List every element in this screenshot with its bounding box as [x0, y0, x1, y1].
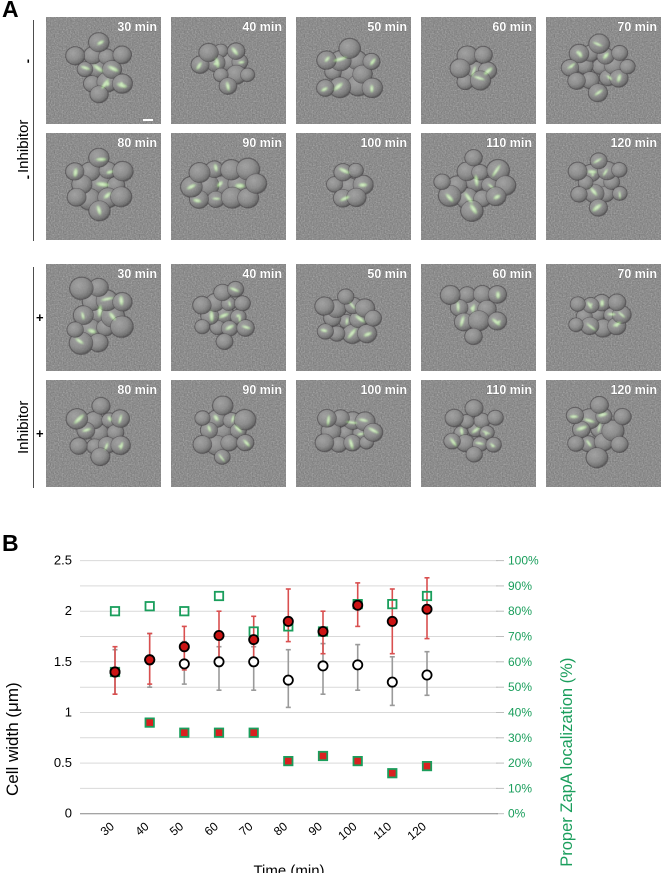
svg-text:10%: 10% [508, 781, 532, 795]
svg-text:100 min: 100 min [360, 383, 407, 397]
svg-text:110 min: 110 min [486, 383, 532, 397]
svg-text:40: 40 [132, 819, 151, 839]
svg-text:Cell width (μm): Cell width (μm) [3, 682, 22, 796]
svg-text:70: 70 [236, 819, 255, 839]
svg-text:80 min: 80 min [117, 383, 157, 397]
svg-text:30 min: 30 min [117, 20, 157, 34]
svg-text:110: 110 [371, 819, 395, 842]
svg-text:80 min: 80 min [117, 136, 157, 150]
svg-text:70 min: 70 min [617, 20, 657, 34]
svg-text:100: 100 [335, 819, 360, 843]
svg-text:80%: 80% [508, 604, 532, 618]
svg-text:1: 1 [65, 705, 72, 720]
svg-text:90%: 90% [508, 579, 532, 593]
svg-text:30%: 30% [508, 731, 532, 745]
svg-text:50 min: 50 min [367, 20, 407, 34]
svg-text:60: 60 [202, 819, 221, 839]
svg-text:80: 80 [271, 819, 290, 839]
svg-text:60 min: 60 min [492, 20, 532, 34]
svg-text:60%: 60% [508, 655, 532, 669]
svg-text:0.5: 0.5 [54, 755, 72, 770]
svg-text:Proper ZapA localization (%): Proper ZapA localization (%) [558, 658, 576, 867]
svg-text:1.5: 1.5 [54, 654, 72, 669]
svg-text:90: 90 [306, 819, 325, 839]
svg-text:50: 50 [167, 819, 186, 839]
svg-text:2: 2 [65, 603, 72, 618]
svg-text:90 min: 90 min [242, 136, 282, 150]
svg-text:70%: 70% [508, 630, 532, 644]
svg-text:30 min: 30 min [117, 267, 157, 281]
svg-text:40 min: 40 min [242, 20, 282, 34]
svg-text:100%: 100% [508, 554, 539, 568]
svg-text:Time (min): Time (min) [253, 863, 324, 873]
svg-text:110 min: 110 min [486, 136, 532, 150]
svg-text:40%: 40% [508, 706, 532, 720]
svg-text:120: 120 [405, 819, 430, 843]
svg-text:50%: 50% [508, 680, 532, 694]
svg-text:2.5: 2.5 [54, 553, 72, 568]
svg-text:90 min: 90 min [242, 383, 282, 397]
svg-text:120 min: 120 min [610, 136, 657, 150]
svg-text:100 min: 100 min [360, 136, 407, 150]
svg-text:120 min: 120 min [610, 383, 657, 397]
svg-text:20%: 20% [508, 756, 532, 770]
svg-text:50 min: 50 min [367, 267, 407, 281]
svg-text:40 min: 40 min [242, 267, 282, 281]
svg-text:0%: 0% [508, 807, 526, 821]
svg-text:30: 30 [98, 819, 117, 839]
svg-text:70 min: 70 min [617, 267, 657, 281]
svg-text:0: 0 [65, 806, 72, 821]
svg-text:60 min: 60 min [492, 267, 532, 281]
